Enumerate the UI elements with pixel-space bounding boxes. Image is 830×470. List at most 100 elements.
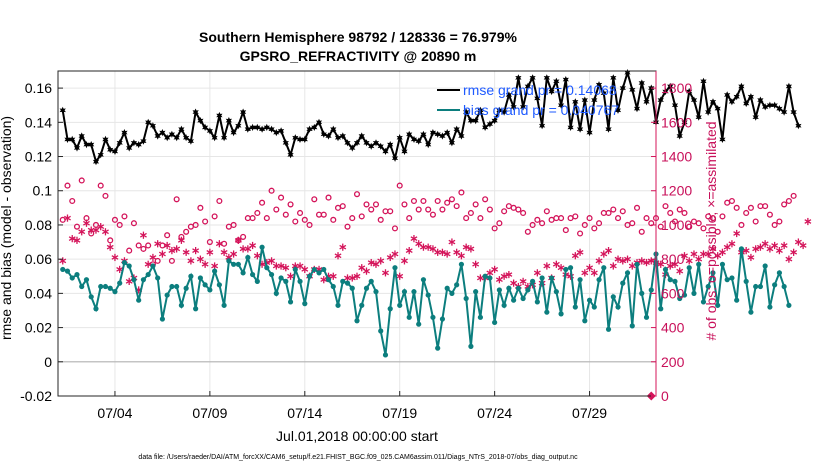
assimilated-obs-point — [605, 247, 612, 255]
bias-point — [511, 297, 517, 303]
possible-obs-point — [429, 211, 436, 218]
bias-point — [88, 294, 94, 300]
possible-obs-point — [709, 215, 717, 222]
rmse-point — [159, 129, 166, 137]
rmse-point — [387, 141, 394, 149]
possible-obs-point — [259, 199, 266, 206]
rmse-point — [472, 117, 479, 125]
assimilated-obs-point — [448, 238, 456, 246]
assimilated-obs-point — [367, 258, 375, 267]
bias-point — [748, 309, 754, 315]
rmse-point — [339, 132, 346, 140]
rmse-point — [97, 151, 104, 159]
bias-point — [738, 246, 745, 252]
possible-obs-point — [420, 197, 427, 205]
possible-obs-point — [524, 228, 531, 235]
rmse-point — [709, 98, 717, 106]
possible-obs-point — [472, 201, 479, 208]
bias-point — [178, 302, 184, 308]
bias-point — [159, 316, 166, 322]
assimilated-obs-point — [73, 236, 81, 244]
assimilated-obs-point — [329, 272, 337, 280]
bias-point — [530, 278, 536, 284]
rmse-point — [263, 123, 270, 131]
assimilated-obs-point — [472, 260, 480, 268]
rmse-point — [491, 117, 498, 125]
rmse-point — [107, 146, 114, 154]
bias-point — [492, 319, 498, 326]
bias-point — [406, 314, 412, 320]
possible-obs-point — [448, 196, 455, 203]
possible-obs-point — [733, 204, 740, 211]
assimilated-obs-point — [676, 267, 684, 275]
bias-point — [297, 278, 303, 284]
assimilated-obs-point — [467, 245, 475, 253]
y-tick-label: 0.16 — [25, 80, 52, 96]
possible-obs-point — [534, 216, 541, 223]
bias-point — [368, 278, 374, 284]
bias-point — [392, 265, 398, 271]
bias-point — [359, 302, 365, 308]
rmse-point — [325, 132, 332, 140]
y-tick-label: 0.12 — [25, 149, 52, 165]
assimilated-obs-point — [709, 245, 717, 253]
bias-point — [667, 277, 673, 283]
bias-point — [544, 309, 550, 315]
rmse-point — [781, 108, 788, 116]
assimilated-obs-point — [192, 247, 200, 255]
rmse-point — [64, 135, 71, 143]
bias-point — [145, 271, 151, 278]
assimilated-obs-point — [581, 269, 589, 277]
possible-obs-point — [168, 257, 175, 264]
y-right-tick-label: 800 — [661, 251, 685, 267]
assimilated-obs-point — [671, 260, 679, 268]
bias-point — [79, 283, 85, 290]
rmse-point — [183, 134, 190, 142]
rmse-point — [330, 125, 337, 133]
rmse-point — [548, 87, 555, 96]
x-axis-label: Jul.01,2018 00:00:00 start — [276, 428, 438, 444]
bias-point — [321, 266, 327, 273]
assimilated-obs-point — [168, 247, 176, 255]
assimilated-obs-point — [519, 277, 527, 285]
assimilated-obs-point — [401, 257, 408, 265]
possible-obs-point — [192, 221, 199, 228]
bias-point — [477, 314, 483, 320]
assimilated-obs-point — [752, 245, 760, 253]
possible-obs-point — [591, 225, 598, 232]
bias-point — [136, 297, 142, 303]
possible-obs-point — [667, 209, 674, 217]
assimilated-obs-point — [704, 250, 712, 258]
possible-obs-point — [491, 225, 498, 232]
possible-obs-point — [230, 221, 237, 228]
bias-point — [169, 283, 175, 290]
rmse-point — [700, 77, 707, 85]
rmse-point — [690, 96, 698, 104]
possible-obs-point — [368, 206, 375, 213]
assimilated-obs-point — [268, 257, 276, 265]
assimilated-obs-point — [761, 240, 769, 248]
bias-point — [183, 285, 189, 291]
bias-point — [757, 283, 764, 290]
bias-point — [340, 278, 346, 284]
assimilated-obs-point — [301, 265, 309, 274]
chart-subtitle: GPSRO_REFRACTIVITY @ 20890 m — [240, 48, 477, 64]
rmse-point — [610, 74, 617, 82]
bias-point — [629, 323, 635, 329]
bias-point — [596, 277, 602, 283]
bias-point — [155, 275, 161, 281]
rmse-point — [202, 123, 209, 131]
assimilated-obs-point — [391, 250, 399, 258]
bias-point — [591, 304, 597, 310]
possible-obs-point — [444, 199, 451, 206]
bias-point — [420, 277, 427, 283]
rmse-point — [197, 117, 204, 125]
plot-area — [57, 70, 657, 397]
bias-point — [98, 283, 104, 290]
bias-point — [734, 297, 740, 303]
rmse-point — [73, 144, 81, 152]
possible-obs-point — [287, 201, 294, 208]
assimilated-obs-point — [780, 241, 788, 250]
rmse-point — [69, 135, 76, 143]
possible-obs-point — [643, 215, 650, 222]
